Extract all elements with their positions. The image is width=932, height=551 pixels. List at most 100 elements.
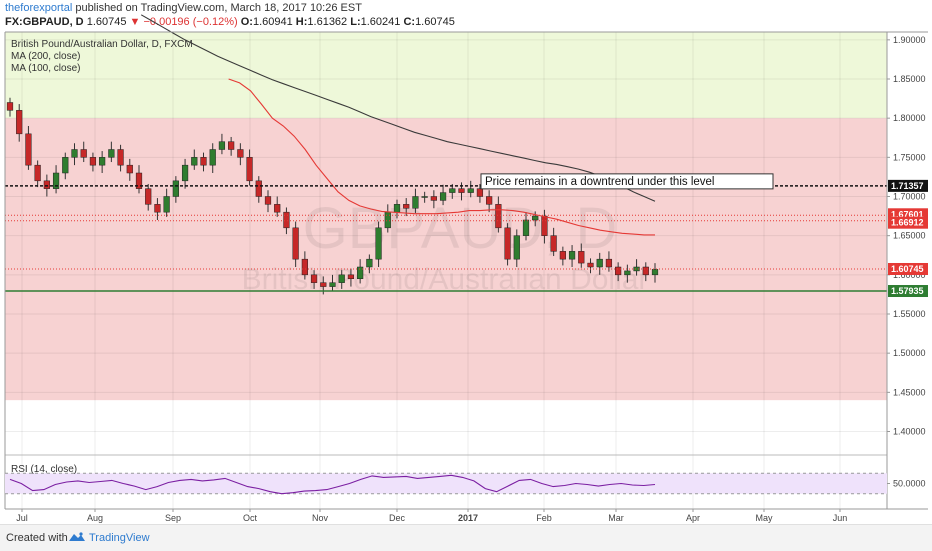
candle-body <box>338 274 345 283</box>
zone-green <box>5 32 887 119</box>
rsi-legend: RSI (14, close) <box>11 464 77 475</box>
y-tick-label: 1.90000 <box>893 35 926 45</box>
candle-body <box>191 157 198 166</box>
candle-body <box>412 196 419 209</box>
candle-body <box>476 188 484 197</box>
candle-body <box>633 266 640 272</box>
candle-body <box>163 196 170 213</box>
level-price-label: 1.67601 <box>891 209 924 219</box>
y-tick-label: 1.80000 <box>893 113 926 123</box>
y-tick-label: 1.40000 <box>893 427 926 437</box>
candle-body <box>587 262 594 268</box>
candle-body <box>458 188 465 193</box>
candle-body <box>126 164 133 174</box>
price-change: −0.00196 (−0.12%) <box>143 16 238 28</box>
y-tick-label: 1.50000 <box>893 348 926 358</box>
candle-body <box>99 157 106 166</box>
candle-body <box>135 172 143 189</box>
candle-body <box>237 149 244 158</box>
x-tick-label: Nov <box>312 513 329 523</box>
candle-body <box>651 269 659 276</box>
high-value: 1.61362 <box>307 16 348 28</box>
annotation-box <box>480 173 774 190</box>
candle-body <box>550 235 557 252</box>
x-tick-label: Sep <box>165 513 181 523</box>
level-price-tag <box>888 179 928 192</box>
candle-body <box>16 110 23 135</box>
level-price-label: 1.60745 <box>891 264 924 274</box>
x-tick-label: 2017 <box>458 513 478 523</box>
level-price-label: 1.71357 <box>891 181 924 191</box>
candle-body <box>559 251 566 260</box>
candle-body <box>522 219 530 236</box>
candle-body <box>117 149 124 166</box>
candle-body <box>541 215 548 236</box>
y-tick-label: 1.65000 <box>893 231 926 241</box>
rsi-line <box>9 474 656 495</box>
x-tick-label: Mar <box>608 513 624 523</box>
publish-info: theforexportal published on TradingView.… <box>5 2 362 14</box>
y-tick-label: 1.45000 <box>893 387 926 397</box>
candle-body <box>218 141 226 150</box>
x-tick-label: Oct <box>243 513 258 523</box>
candle-body <box>62 157 69 174</box>
footer-bar: Created with TradingView <box>0 524 932 551</box>
published-text: published on TradingView.com, March 18, … <box>75 2 362 14</box>
open-label: O: <box>240 16 253 28</box>
symbol-label: FX:GBPAUD, D <box>5 16 84 28</box>
zone-red <box>5 118 887 401</box>
candle-body <box>25 133 32 166</box>
watermark-name: British Pound/Australian Dollar <box>242 263 649 296</box>
candle-body <box>283 211 290 229</box>
candle-body <box>513 235 520 260</box>
candle-body <box>181 164 189 182</box>
y-tick-label: 1.75000 <box>893 152 926 162</box>
candle-body <box>495 204 502 229</box>
candle-body <box>329 282 336 287</box>
candle-body <box>108 149 115 158</box>
rsi-tick-label: 50.0000 <box>893 479 926 489</box>
candle-body <box>430 196 437 201</box>
candle-body <box>642 266 649 276</box>
watermark-ticker: GBPAUD, D <box>303 196 618 261</box>
candle-body <box>393 204 401 213</box>
y-tick-label: 1.85000 <box>893 74 926 84</box>
candle-body <box>89 157 97 166</box>
candle-body <box>578 251 585 264</box>
legend-entry: British Pound/Australian Dollar, D, FXCM <box>11 39 193 50</box>
down-arrow-icon: ▼ <box>129 16 141 28</box>
y-tick-label: 1.55000 <box>893 309 926 319</box>
candle-body <box>375 227 382 260</box>
low-label: L: <box>350 16 361 28</box>
candle-body <box>264 196 272 205</box>
candle-body <box>384 211 391 229</box>
candle-body <box>320 282 327 287</box>
open-value: 1.60941 <box>252 16 293 28</box>
author-link[interactable]: theforexportal <box>5 2 73 14</box>
annotation-text: Price remains in a downtrend under this … <box>485 176 714 188</box>
candle-body <box>421 196 428 198</box>
candle-body <box>292 227 299 260</box>
ma200-line <box>140 14 656 202</box>
candle-body <box>145 188 152 205</box>
level-price-label: 1.57935 <box>891 286 924 296</box>
level-price-tag <box>888 262 928 275</box>
candle-body <box>43 180 50 189</box>
candle-body <box>6 102 14 111</box>
x-tick-label: Jun <box>833 513 848 523</box>
candle-body <box>467 188 474 193</box>
level-price-tag <box>888 216 928 229</box>
candle-body <box>403 204 410 209</box>
candle-body <box>274 204 281 213</box>
x-tick-label: Feb <box>536 513 552 523</box>
x-tick-label: Apr <box>686 513 700 523</box>
candle-body <box>301 258 308 276</box>
candle-body <box>504 227 511 260</box>
high-label: H: <box>295 16 308 28</box>
candle-body <box>255 180 262 197</box>
candle-body <box>34 164 41 182</box>
candle-body <box>615 266 622 276</box>
tradingview-brand[interactable]: TradingView <box>89 532 150 544</box>
level-price-label: 1.66912 <box>891 218 924 228</box>
